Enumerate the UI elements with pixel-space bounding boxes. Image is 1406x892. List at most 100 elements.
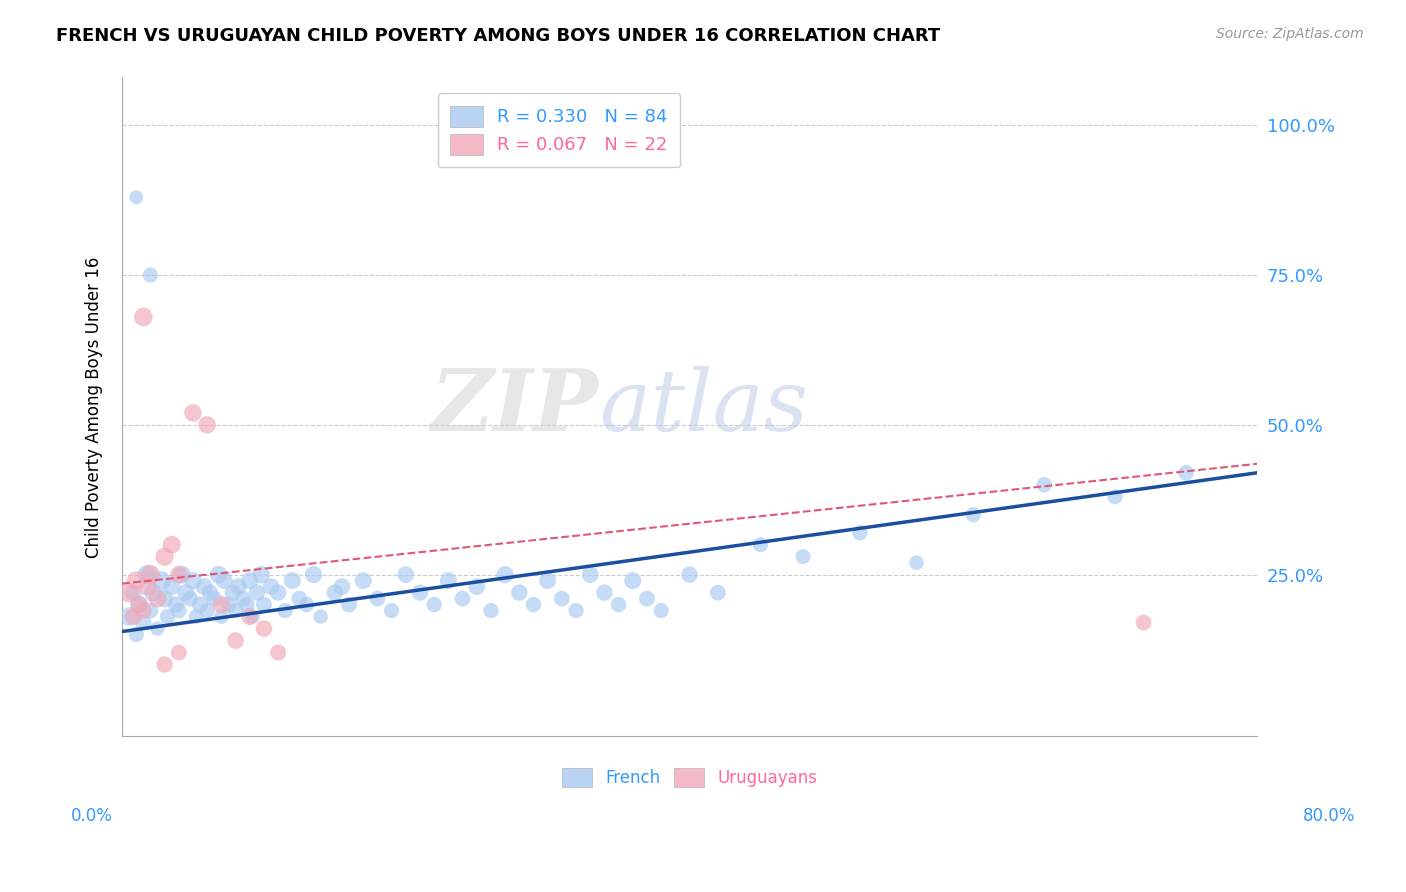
Point: [579, 567, 602, 582]
Point: [136, 567, 159, 582]
Point: [128, 598, 150, 612]
Point: [274, 603, 297, 617]
Text: Source: ZipAtlas.com: Source: ZipAtlas.com: [1216, 27, 1364, 41]
Point: [195, 417, 218, 432]
Point: [962, 508, 984, 522]
Point: [118, 609, 141, 624]
Point: [156, 609, 179, 624]
Point: [281, 574, 304, 588]
Point: [125, 190, 148, 204]
Point: [1175, 466, 1198, 480]
Point: [302, 567, 325, 582]
Text: 0.0%: 0.0%: [70, 806, 112, 824]
Point: [150, 574, 173, 588]
Point: [170, 567, 193, 582]
Point: [250, 567, 273, 582]
Point: [395, 567, 418, 582]
Point: [593, 585, 616, 599]
Point: [122, 585, 145, 599]
Point: [330, 580, 353, 594]
Point: [125, 627, 148, 641]
Point: [146, 591, 169, 606]
Point: [537, 574, 560, 588]
Y-axis label: Child Poverty Among Boys Under 16: Child Poverty Among Boys Under 16: [86, 256, 103, 558]
Point: [323, 585, 346, 599]
Point: [650, 603, 672, 617]
Point: [551, 591, 574, 606]
Point: [184, 609, 207, 624]
Point: [792, 549, 814, 564]
Point: [607, 598, 630, 612]
Point: [749, 538, 772, 552]
Point: [494, 567, 516, 582]
Point: [1033, 477, 1056, 491]
Point: [295, 598, 318, 612]
Point: [621, 574, 644, 588]
Point: [565, 603, 588, 617]
Point: [849, 525, 872, 540]
Point: [236, 598, 259, 612]
Point: [146, 622, 169, 636]
Point: [337, 598, 360, 612]
Point: [202, 591, 225, 606]
Point: [1104, 490, 1126, 504]
Point: [139, 603, 162, 617]
Point: [165, 598, 187, 612]
Point: [153, 549, 176, 564]
Point: [1132, 615, 1154, 630]
Point: [678, 567, 700, 582]
Point: [267, 646, 290, 660]
Point: [409, 585, 432, 599]
Text: atlas: atlas: [599, 366, 808, 449]
Point: [128, 598, 150, 612]
Point: [160, 538, 183, 552]
Point: [207, 567, 229, 582]
Point: [246, 585, 269, 599]
Point: [239, 609, 262, 624]
Point: [167, 646, 190, 660]
Point: [209, 609, 232, 624]
Point: [188, 598, 211, 612]
Text: FRENCH VS URUGUAYAN CHILD POVERTY AMONG BOYS UNDER 16 CORRELATION CHART: FRENCH VS URUGUAYAN CHILD POVERTY AMONG …: [56, 27, 941, 45]
Text: 80.0%: 80.0%: [1302, 806, 1355, 824]
Point: [125, 574, 148, 588]
Point: [636, 591, 658, 606]
Point: [153, 591, 176, 606]
Point: [212, 574, 235, 588]
Point: [118, 585, 141, 599]
Point: [366, 591, 388, 606]
Point: [242, 609, 264, 624]
Point: [465, 580, 488, 594]
Point: [142, 585, 165, 599]
Point: [522, 598, 544, 612]
Legend: French, Uruguayans: French, Uruguayans: [555, 762, 824, 794]
Point: [174, 585, 197, 599]
Point: [136, 580, 159, 594]
Point: [198, 585, 221, 599]
Point: [122, 609, 145, 624]
Point: [132, 310, 155, 324]
Point: [508, 585, 530, 599]
Point: [260, 580, 283, 594]
Point: [253, 622, 276, 636]
Point: [232, 591, 254, 606]
Point: [479, 603, 502, 617]
Point: [139, 268, 162, 282]
Point: [707, 585, 730, 599]
Point: [239, 574, 262, 588]
Point: [451, 591, 474, 606]
Point: [288, 591, 311, 606]
Point: [381, 603, 404, 617]
Point: [222, 585, 245, 599]
Point: [153, 657, 176, 672]
Point: [437, 574, 460, 588]
Point: [139, 567, 162, 582]
Point: [309, 609, 332, 624]
Point: [209, 598, 232, 612]
Point: [167, 603, 190, 617]
Point: [228, 580, 250, 594]
Point: [423, 598, 446, 612]
Text: ZIP: ZIP: [430, 365, 599, 449]
Point: [905, 556, 928, 570]
Point: [193, 580, 215, 594]
